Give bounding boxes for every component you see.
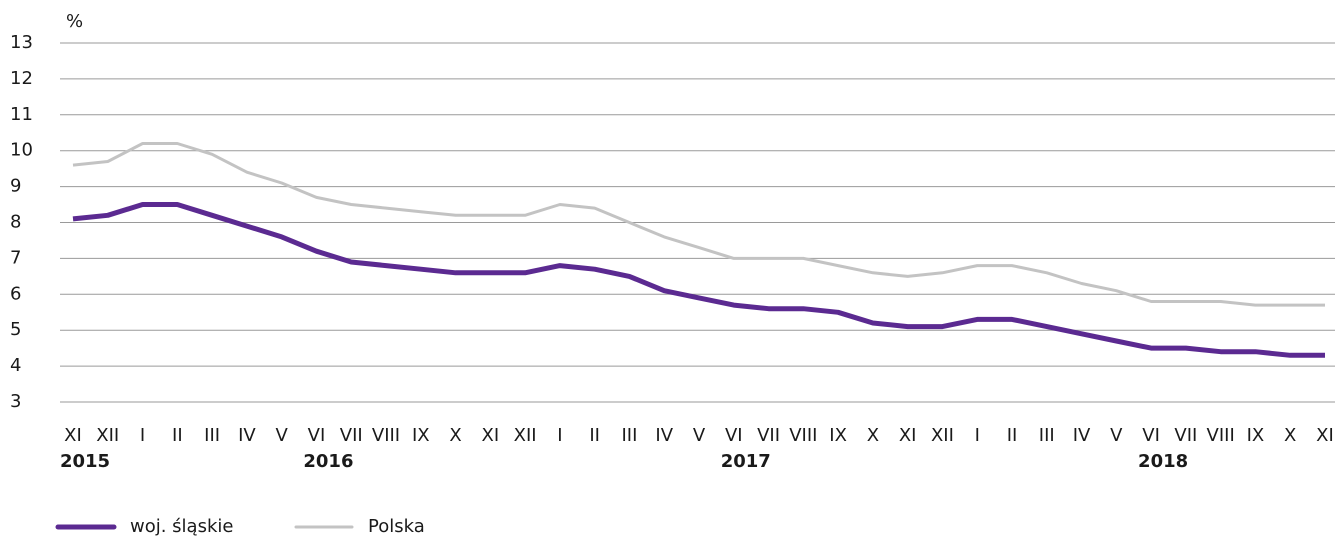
year-label: 2016 [303,451,353,472]
x-tick-label: X [1284,425,1296,446]
x-tick-label: VI [725,425,743,446]
x-tick-label: V [1110,425,1123,446]
x-tick-label: III [621,425,637,446]
year-label: 2018 [1138,451,1188,472]
x-tick-label: XI [482,425,500,446]
x-tick-label: II [589,425,600,446]
year-label: 2017 [721,451,771,472]
x-tick-label: IV [238,425,256,446]
y-tick-label: 12 [10,68,33,89]
x-tick-label: XI [899,425,917,446]
x-tick-label: VII [340,425,363,446]
x-tick-label: I [140,425,145,446]
y-tick-label: 11 [10,104,33,125]
legend-label: woj. śląskie [130,516,233,537]
legend-label: Polska [368,516,425,537]
x-tick-label: VI [308,425,326,446]
series-line [72,142,1325,307]
x-tick-label: XII [931,425,954,446]
x-tick-label: XI [1316,425,1334,446]
x-tick-label: VIII [1207,425,1235,446]
x-tick-label: VI [1142,425,1160,446]
y-tick-label: 6 [10,283,21,304]
x-tick-label: VII [1174,425,1197,446]
y-tick-label: 3 [10,391,21,412]
x-tick-label: I [557,425,562,446]
y-tick-label: 13 [10,32,33,53]
x-tick-label: XII [514,425,537,446]
x-tick-label: XII [96,425,119,446]
x-tick-label: XI [64,425,82,446]
x-tick-label: IX [1247,425,1265,446]
x-tick-label: III [204,425,220,446]
x-tick-label: VII [757,425,780,446]
x-tick-label: IV [1073,425,1091,446]
x-tick-label: X [449,425,461,446]
y-tick-label: 10 [10,140,33,161]
x-tick-label: IX [829,425,847,446]
y-tick-label: 8 [10,212,21,233]
x-tick-label: III [1039,425,1055,446]
x-tick-label: II [172,425,183,446]
x-tick-label: V [276,425,289,446]
y-tick-label: 7 [10,247,21,268]
y-tick-label: 5 [10,319,21,340]
x-tick-label: I [975,425,980,446]
x-tick-label: VIII [372,425,400,446]
x-tick-label: II [1007,425,1018,446]
x-tick-label: IV [655,425,673,446]
x-tick-label: V [693,425,706,446]
x-tick-label: IX [412,425,430,446]
y-tick-label: 4 [10,355,21,376]
y-tick-label: 9 [10,176,21,197]
x-tick-label: VIII [789,425,817,446]
year-label: 2015 [60,451,110,472]
series-line [72,202,1325,358]
y-axis-label: % [66,11,83,32]
x-tick-label: X [867,425,879,446]
